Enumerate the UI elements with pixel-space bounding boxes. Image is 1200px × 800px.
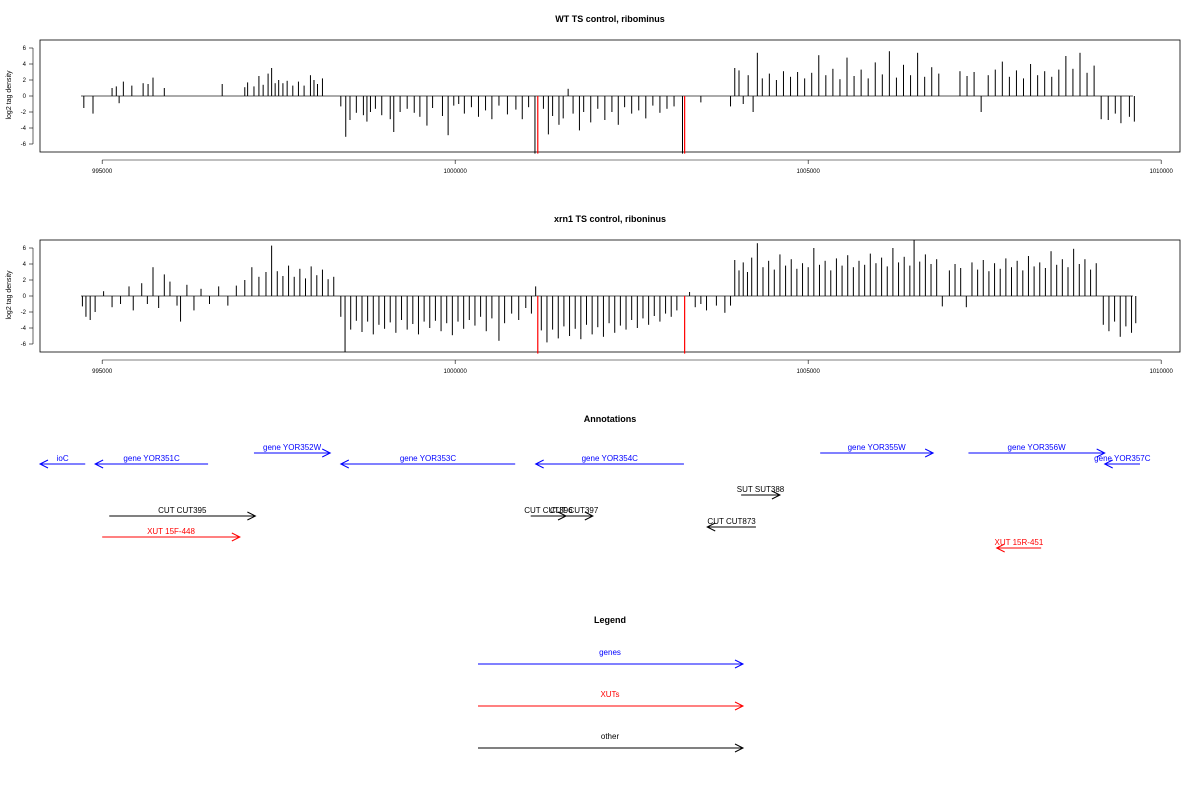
xrn1-y-tick-label: 4 [23, 262, 27, 268]
annotations-title: Annotations [584, 414, 637, 424]
wt-track-title: WT TS control, ribominus [555, 14, 665, 24]
feature-label: gene YOR353C [400, 454, 457, 463]
legend-arrow [478, 701, 745, 711]
legend-label: XUTs [600, 690, 619, 699]
feature-label: CUT CUT395 [158, 506, 207, 515]
feature-arrow [741, 490, 782, 500]
feature-arrow [820, 448, 935, 458]
feature-label: XUT 15R-451 [995, 538, 1044, 547]
xrn1-track-title: xrn1 TS control, riboninus [554, 214, 666, 224]
wt-track-panel: WT TS control, ribominus log2 tag densit… [6, 14, 1181, 175]
feature-label: gene YOR354C [582, 454, 639, 463]
wt-y-tick-label: 0 [23, 94, 27, 100]
xrn1-track-panel: xrn1 TS control, riboninus log2 tag dens… [6, 214, 1181, 375]
wt-y-tick-label: 4 [23, 62, 27, 68]
xrn1-y-tick-label: 0 [23, 294, 27, 300]
xrn1-x-tick-label: 1010000 [1150, 369, 1174, 375]
xrn1-y-tick-label: 2 [23, 278, 27, 284]
feature-label: CUT CUT397 [550, 506, 599, 515]
feature-label: SUT SUT388 [737, 485, 785, 494]
feature-arrow [109, 511, 257, 521]
wt-x-tick-label: 1010000 [1150, 169, 1174, 175]
feature-label: gene YOR352W [263, 443, 322, 452]
feature-label: XUT 15F-448 [147, 527, 195, 536]
legend-arrow [478, 659, 745, 669]
feature-arrow [555, 511, 594, 521]
xrn1-y-tick-label: -6 [21, 342, 27, 348]
feature-arrow [534, 459, 684, 469]
xrn1-x-tick-label: 995000 [92, 369, 113, 375]
wt-y-tick-label: -2 [21, 110, 27, 116]
xrn1-x-tick-label: 1005000 [797, 369, 821, 375]
wt-y-tick-label: -6 [21, 142, 27, 148]
feature-arrow [102, 532, 241, 542]
feature-arrow [38, 459, 86, 469]
wt-x-tick-label: 995000 [92, 169, 113, 175]
feature-arrow [1103, 459, 1140, 469]
legend-label: other [601, 732, 620, 741]
xrn1-y-tick-label: -2 [21, 310, 27, 316]
wt-plot-frame [39, 39, 1181, 153]
legend-label: genes [599, 648, 621, 657]
feature-arrow [968, 448, 1106, 458]
feature-label: gene YOR351C [123, 454, 180, 463]
xrn1-y-axis-label: log2 tag density [6, 270, 13, 320]
feature-label: gene YOR356W [1008, 443, 1067, 452]
feature-arrow [995, 543, 1042, 553]
wt-x-tick-label: 1005000 [797, 169, 821, 175]
feature-label: ioC [57, 454, 69, 463]
feature-label: CUT CUT396 [524, 506, 573, 515]
wt-y-tick-label: 6 [23, 46, 27, 52]
legend-panel: Legend genes XUTs other [478, 615, 745, 753]
feature-arrow [253, 448, 332, 458]
xrn1-plot-frame [39, 239, 1181, 353]
xrn1-y-tick-label: 6 [23, 246, 27, 252]
wt-y-tick-label: 2 [23, 78, 27, 84]
feature-arrow [339, 459, 516, 469]
feature-label: gene YOR357C [1094, 454, 1151, 463]
feature-arrow [706, 522, 756, 532]
annotations-panel: Annotations ioC gene YOR351C gene YOR352W g… [38, 414, 1151, 553]
legend-title: Legend [594, 615, 626, 625]
wt-x-tick-label: 1000000 [444, 169, 468, 175]
wt-y-axis-label: log2 tag density [6, 70, 13, 120]
feature-arrow [94, 459, 209, 469]
legend-arrow [478, 743, 745, 753]
xrn1-y-tick-label: -4 [21, 326, 27, 332]
feature-label: gene YOR355W [848, 443, 907, 452]
xrn1-x-tick-label: 1000000 [444, 369, 468, 375]
wt-y-tick-label: -4 [21, 126, 27, 132]
feature-label: CUT CUT873 [707, 517, 756, 526]
